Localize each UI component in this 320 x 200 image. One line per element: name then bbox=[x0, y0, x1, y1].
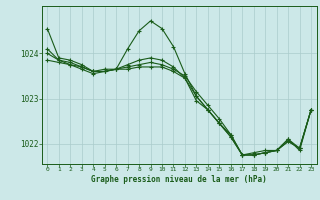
X-axis label: Graphe pression niveau de la mer (hPa): Graphe pression niveau de la mer (hPa) bbox=[91, 175, 267, 184]
